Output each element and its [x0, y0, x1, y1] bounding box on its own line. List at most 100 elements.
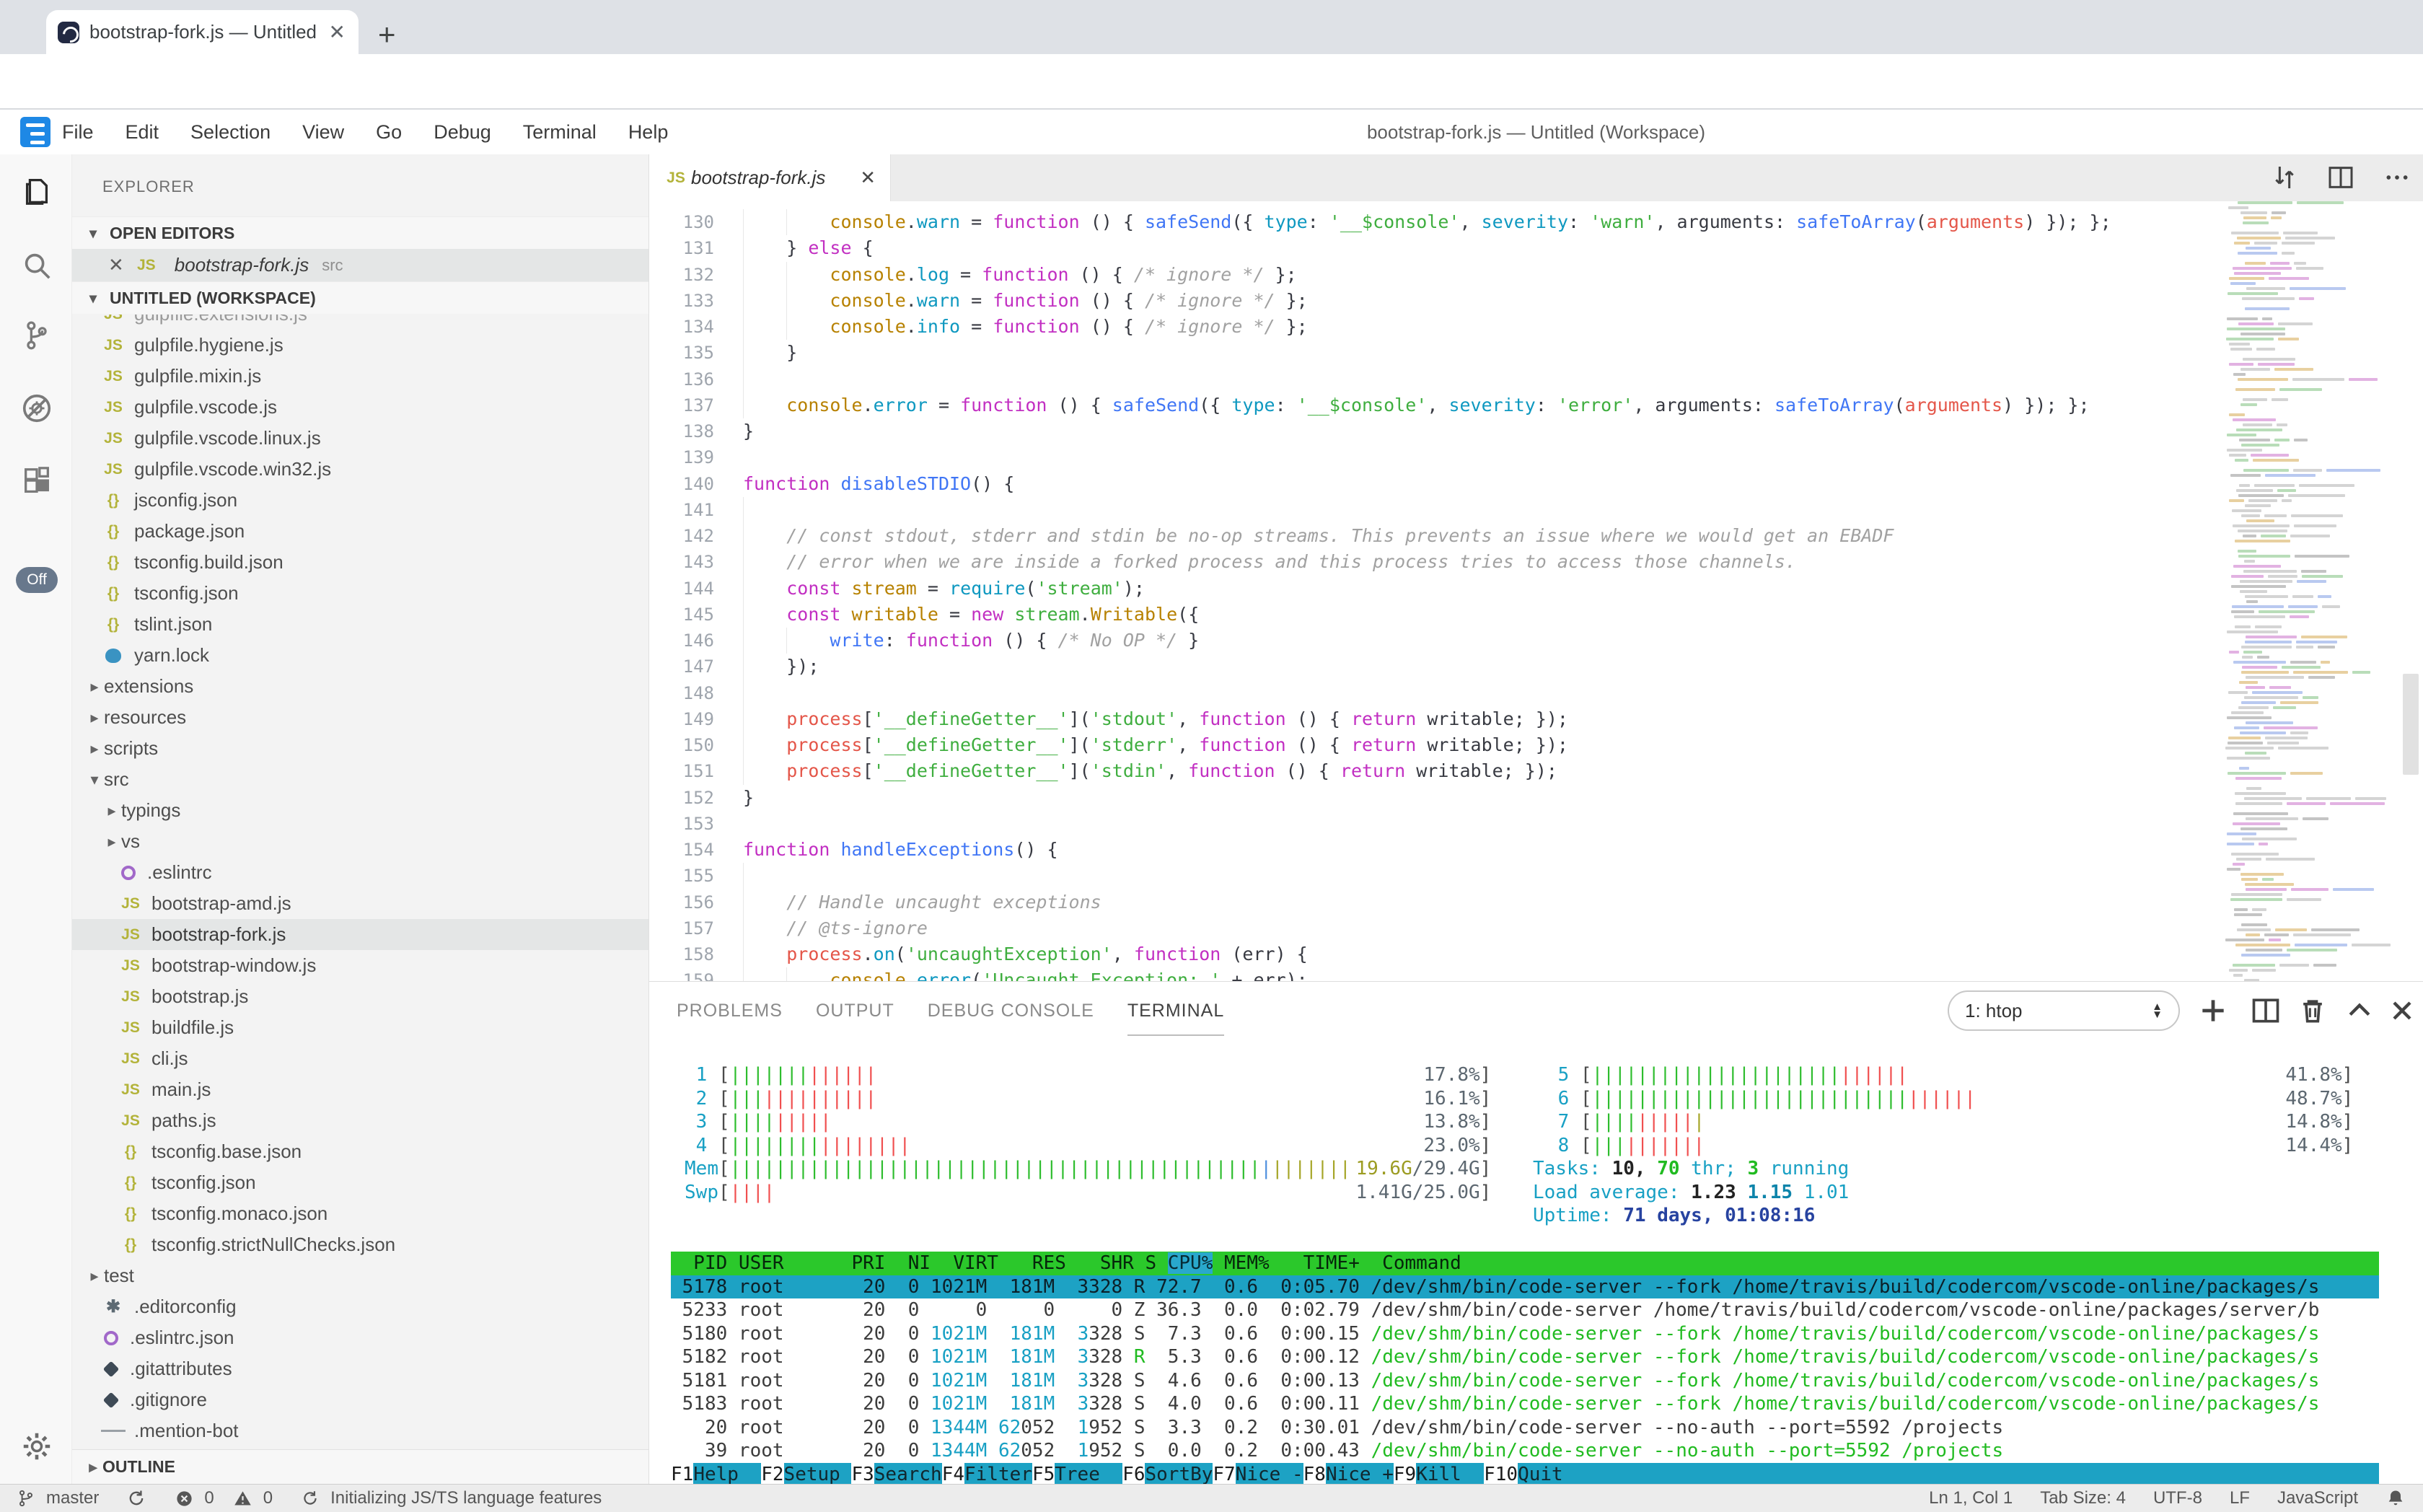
tree-item[interactable]: {}tslint.json — [72, 609, 648, 640]
minimap[interactable] — [2225, 201, 2391, 981]
tree-item[interactable]: {}tsconfig.strictNullChecks.json — [72, 1229, 648, 1260]
tree-item[interactable]: {}package.json — [72, 516, 648, 547]
encoding[interactable]: UTF-8 — [2153, 1488, 2202, 1508]
tree-item[interactable]: .gitattributes — [72, 1353, 648, 1384]
close-icon[interactable]: ✕ — [108, 254, 124, 276]
tree-item[interactable]: JSbootstrap-window.js — [72, 950, 648, 981]
tree-item[interactable]: JSbuildfile.js — [72, 1012, 648, 1043]
open-editor-name: bootstrap-fork.js — [175, 254, 309, 276]
outline-header[interactable]: ▸ OUTLINE — [72, 1449, 648, 1484]
editor-tab-close-icon[interactable]: ✕ — [860, 167, 876, 189]
close-panel-icon[interactable] — [2386, 995, 2418, 1027]
tree-item[interactable]: ▸vs — [72, 826, 648, 857]
explorer-icon[interactable] — [20, 175, 53, 208]
settings-gear-icon[interactable] — [20, 1430, 53, 1463]
cursor-position[interactable]: Ln 1, Col 1 — [1929, 1488, 2013, 1508]
editor-scrollbar[interactable] — [2403, 674, 2419, 775]
tree-item[interactable]: ▸typings — [72, 795, 648, 826]
chevron-right-icon: ▸ — [85, 677, 104, 696]
tree-item[interactable]: {}tsconfig.json — [72, 578, 648, 609]
debug-disabled-icon[interactable] — [20, 392, 53, 425]
tree-item[interactable]: JSbootstrap.js — [72, 981, 648, 1012]
menu-item-view[interactable]: View — [302, 121, 344, 144]
tree-item[interactable]: JSgulpfile.mixin.js — [72, 361, 648, 392]
kill-terminal-trash-icon[interactable] — [2297, 995, 2329, 1027]
chevron-right-icon: ▸ — [84, 1458, 102, 1477]
code-line: 149 process['__defineGetter__']('stdout'… — [649, 706, 2225, 732]
tree-item[interactable]: ✱.editorconfig — [72, 1291, 648, 1322]
compare-changes-icon[interactable] — [2270, 163, 2299, 192]
source-control-icon[interactable] — [20, 319, 53, 352]
tree-item[interactable]: JSbootstrap-amd.js — [72, 888, 648, 919]
tree-item[interactable]: yarn.lock — [72, 640, 648, 671]
language-mode[interactable]: JavaScript — [2277, 1488, 2358, 1508]
code-line: 152} — [649, 785, 2225, 811]
tree-item[interactable]: {}jsconfig.json — [72, 485, 648, 516]
tab-close-icon[interactable]: ✕ — [329, 20, 346, 44]
tree-item-label: .gitattributes — [130, 1358, 232, 1380]
tree-item[interactable]: .mention-bot — [72, 1415, 648, 1446]
tree-item[interactable]: {}tsconfig.build.json — [72, 547, 648, 578]
tree-item[interactable]: .gitignore — [72, 1384, 648, 1415]
menu-item-file[interactable]: File — [62, 121, 94, 144]
panel-tab-debug-console[interactable]: DEBUG CONSOLE — [928, 1001, 1094, 1036]
new-terminal-icon[interactable] — [2197, 995, 2229, 1027]
extensions-icon[interactable] — [20, 465, 53, 498]
panel-tab-problems[interactable]: PROBLEMS — [677, 1001, 783, 1036]
more-actions-icon[interactable] — [2383, 163, 2411, 192]
menu-item-terminal[interactable]: Terminal — [523, 121, 597, 144]
tree-item[interactable]: {}tsconfig.monaco.json — [72, 1198, 648, 1229]
tree-item[interactable]: JSgulpfile.extensions.js — [72, 315, 648, 330]
tree-item[interactable]: .eslintrc — [72, 857, 648, 888]
tab-size[interactable]: Tab Size: 4 — [2040, 1488, 2126, 1508]
app-logo-icon[interactable] — [20, 117, 50, 147]
tree-item-label: .eslintrc.json — [130, 1327, 234, 1349]
open-editors-header[interactable]: ▾ OPEN EDITORS — [72, 216, 648, 249]
panel-tab-terminal[interactable]: TERMINAL — [1127, 1001, 1224, 1036]
branch-name[interactable]: master — [46, 1488, 99, 1508]
split-editor-icon[interactable] — [2326, 163, 2355, 192]
workspace-header[interactable]: ▾ UNTITLED (WORKSPACE) — [72, 281, 648, 314]
browser-tab[interactable]: bootstrap-fork.js — Untitled (W ✕ — [46, 10, 359, 54]
code-editor[interactable]: 130 console.warn = function () { safeSen… — [649, 201, 2423, 981]
tree-item[interactable]: JSpaths.js — [72, 1105, 648, 1136]
tree-item[interactable]: {}tsconfig.json — [72, 1167, 648, 1198]
tree-item[interactable]: .eslintrc.json — [72, 1322, 648, 1353]
tree-item[interactable]: ▸extensions — [72, 671, 648, 702]
tree-item[interactable]: JSbootstrap-fork.js — [72, 919, 648, 950]
git-branch-icon[interactable] — [16, 1488, 36, 1508]
tree-item[interactable]: JSgulpfile.vscode.js — [72, 392, 648, 423]
tree-item[interactable]: JSmain.js — [72, 1074, 648, 1105]
warnings-icon[interactable] — [233, 1488, 253, 1508]
new-tab-button[interactable]: + — [378, 17, 396, 52]
tree-item[interactable]: ▾src — [72, 764, 648, 795]
tree-item-label: tsconfig.strictNullChecks.json — [151, 1234, 395, 1256]
open-editor-item[interactable]: ✕ JS bootstrap-fork.js src — [72, 249, 648, 281]
tree-item[interactable]: ▸resources — [72, 702, 648, 733]
terminal-select[interactable]: 1: htop ▲▼ — [1948, 990, 2180, 1031]
menu-item-edit[interactable]: Edit — [126, 121, 159, 144]
tree-item[interactable]: ▸scripts — [72, 733, 648, 764]
tree-item[interactable]: JScli.js — [72, 1043, 648, 1074]
tree-item[interactable]: ▸test — [72, 1260, 648, 1291]
split-terminal-icon[interactable] — [2250, 995, 2282, 1027]
menu-item-selection[interactable]: Selection — [190, 121, 271, 144]
search-icon[interactable] — [20, 249, 53, 282]
sync-icon[interactable] — [126, 1488, 146, 1508]
collab-off-badge[interactable]: Off — [16, 567, 58, 593]
tree-item[interactable]: JSgulpfile.vscode.linux.js — [72, 423, 648, 454]
panel-tab-output[interactable]: OUTPUT — [816, 1001, 894, 1036]
tree-item[interactable]: JSgulpfile.hygiene.js — [72, 330, 648, 361]
editor-tab[interactable]: JS bootstrap-fork.js ✕ — [649, 154, 891, 201]
menu-item-go[interactable]: Go — [376, 121, 402, 144]
errors-icon[interactable] — [174, 1488, 194, 1508]
menu-item-debug[interactable]: Debug — [434, 121, 491, 144]
bell-icon[interactable] — [2385, 1488, 2406, 1508]
tree-item-label: tsconfig.monaco.json — [151, 1203, 327, 1225]
tree-item[interactable]: JSgulpfile.vscode.win32.js — [72, 454, 648, 485]
js-file-icon: JS — [664, 170, 688, 187]
maximize-panel-chevron-icon[interactable] — [2344, 995, 2375, 1027]
terminal-output[interactable]: 1 [|||||||||||||17.8%] 2 [|||||||||||||1… — [671, 1063, 2379, 1484]
eol[interactable]: LF — [2230, 1488, 2250, 1508]
tree-item[interactable]: {}tsconfig.base.json — [72, 1136, 648, 1167]
